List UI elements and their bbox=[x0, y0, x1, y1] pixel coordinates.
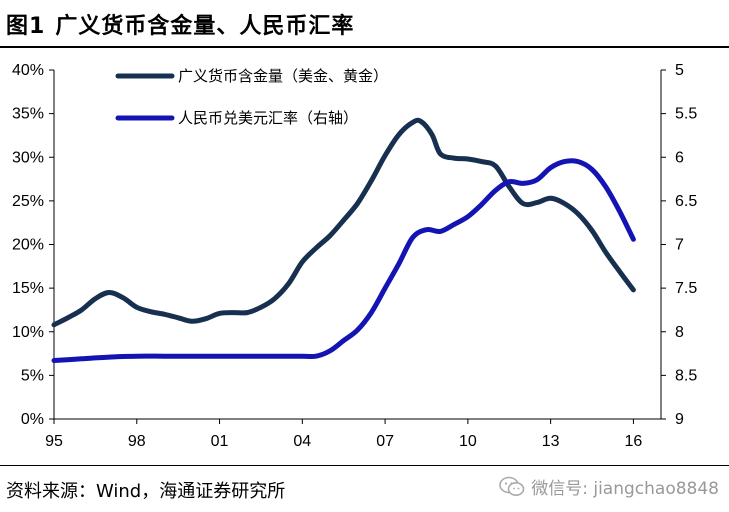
right-axis-tick-label: 9 bbox=[675, 411, 684, 428]
legend-fx-rate-label: 人民币兑美元汇率（右轴） bbox=[178, 109, 358, 127]
x-axis-tick-label: 95 bbox=[45, 433, 63, 450]
left-axis-tick-label: 0% bbox=[21, 411, 44, 428]
figure-label: 图1 bbox=[6, 14, 46, 39]
watermark-text: 微信号: jiangchao8848 bbox=[531, 479, 719, 499]
left-axis-tick-label: 20% bbox=[12, 237, 44, 254]
fx-rate-series-line bbox=[51, 158, 636, 363]
left-axis-tick-label: 35% bbox=[12, 106, 44, 123]
right-axis-tick-label: 8.5 bbox=[675, 367, 697, 384]
figure-title: 图1 广义货币含金量、人民币汇率 bbox=[6, 8, 354, 40]
x-axis-tick-label: 07 bbox=[376, 433, 394, 450]
legend-gold-content-label: 广义货币含金量（美金、黄金） bbox=[178, 67, 388, 85]
gold-content-series-line bbox=[51, 117, 636, 328]
wechat-watermark: 微信号: jiangchao8848 bbox=[499, 474, 719, 499]
left-axis-tick-label: 10% bbox=[12, 324, 44, 341]
x-axis-tick-label: 98 bbox=[128, 433, 146, 450]
left-axis-tick-label: 15% bbox=[12, 280, 44, 297]
right-axis-tick-label: 7 bbox=[675, 237, 684, 254]
right-axis-tick-label: 6.5 bbox=[675, 193, 697, 210]
figure-header: 图1 广义货币含金量、人民币汇率 bbox=[0, 0, 729, 48]
left-axis-tick-label: 5% bbox=[21, 367, 44, 384]
x-axis-tick-label: 16 bbox=[625, 433, 643, 450]
right-axis-tick-label: 5 bbox=[675, 62, 684, 79]
right-axis-tick-label: 7.5 bbox=[675, 280, 697, 297]
x-axis-tick-label: 10 bbox=[459, 433, 477, 450]
left-axis-tick-label: 25% bbox=[12, 193, 44, 210]
footer-rule bbox=[0, 465, 729, 466]
right-axis-tick-label: 6 bbox=[675, 149, 684, 166]
left-axis-tick-label: 30% bbox=[12, 149, 44, 166]
x-axis-tick-label: 01 bbox=[211, 433, 229, 450]
figure-title-text: 广义货币含金量、人民币汇率 bbox=[55, 14, 355, 39]
x-axis-tick-label: 13 bbox=[542, 433, 560, 450]
source-note: 资料来源：Wind，海通证券研究所 bbox=[6, 481, 286, 502]
right-axis-tick-label: 5.5 bbox=[675, 106, 697, 123]
right-axis-tick-label: 8 bbox=[675, 324, 684, 341]
header-rule bbox=[0, 46, 729, 48]
line-chart: 0% 5% 10% 15% 20% 25% 30% 35% 40% 5 5.5 6 6.5 7 7.5 8 8.… bbox=[12, 62, 697, 450]
wechat-icon bbox=[499, 476, 525, 496]
left-axis-tick-label: 40% bbox=[12, 62, 44, 79]
x-axis-tick-label: 04 bbox=[293, 433, 311, 450]
